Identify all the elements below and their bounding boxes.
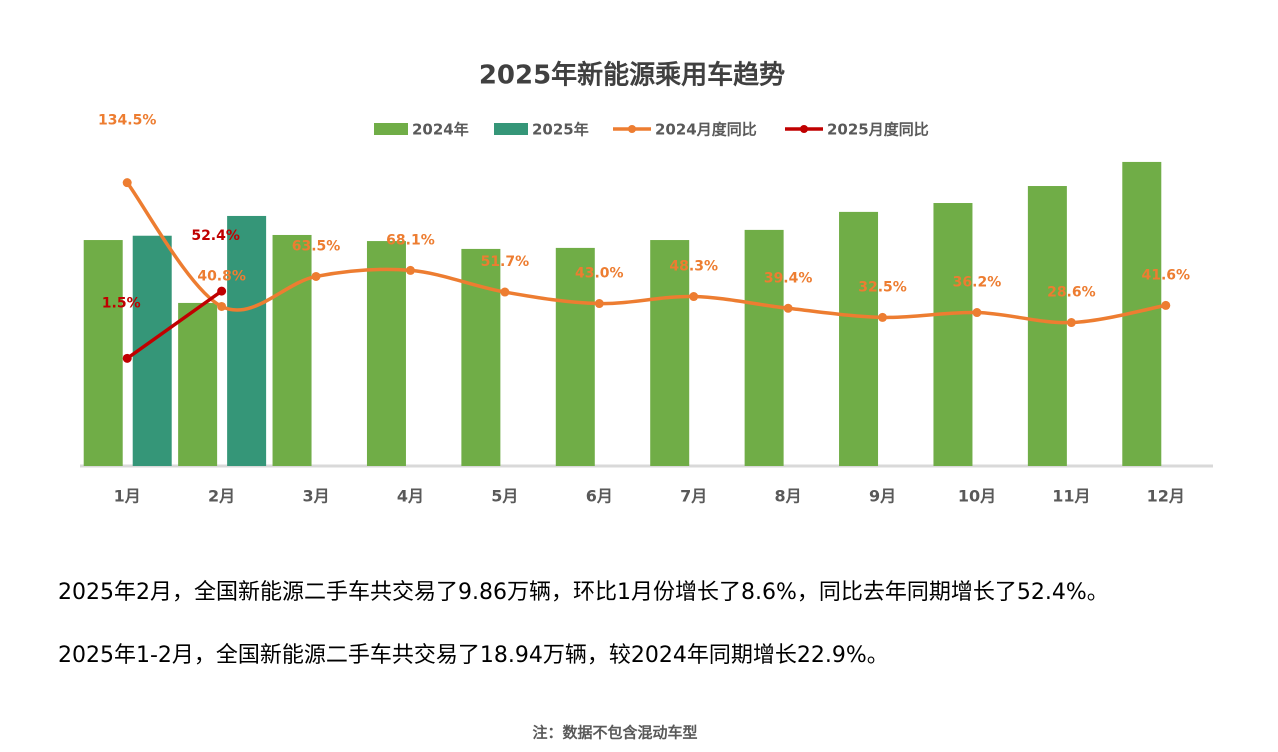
legend-swatch bbox=[800, 125, 808, 133]
x-tick-label: 6月 bbox=[586, 487, 613, 506]
bar bbox=[227, 215, 267, 466]
point bbox=[217, 286, 227, 296]
point bbox=[311, 271, 321, 281]
point bbox=[122, 353, 132, 363]
x-tick-label: 10月 bbox=[958, 487, 996, 506]
note: 注：数据不包含混动车型 bbox=[532, 724, 697, 742]
point bbox=[122, 178, 132, 188]
point bbox=[500, 287, 510, 297]
bar bbox=[83, 240, 123, 466]
point bbox=[1066, 318, 1076, 328]
point bbox=[783, 303, 793, 313]
x-tick-label: 11月 bbox=[1052, 487, 1090, 506]
bar bbox=[839, 211, 879, 466]
chart-title: 2025年新能源乘用车趋势 bbox=[479, 60, 785, 91]
data-label: 28.6% bbox=[1047, 285, 1096, 301]
bar bbox=[272, 234, 312, 466]
paragraph: 2025年2月，全国新能源二手车共交易了9.86万辆，环比1月份增长了8.6%，… bbox=[58, 580, 1109, 605]
x-tick-label: 5月 bbox=[491, 487, 518, 506]
x-tick-label: 1月 bbox=[114, 487, 141, 506]
x-tick-label: 2月 bbox=[208, 487, 235, 506]
data-label: 68.1% bbox=[386, 232, 435, 248]
data-label: 51.7% bbox=[481, 254, 530, 270]
bar bbox=[178, 302, 218, 466]
legend-label: 2025月度同比 bbox=[827, 121, 929, 139]
legend-swatch bbox=[628, 125, 636, 133]
legend-label: 2024年 bbox=[412, 121, 469, 139]
data-label: 63.5% bbox=[292, 238, 341, 254]
data-label: 39.4% bbox=[764, 270, 813, 286]
data-label: 43.0% bbox=[575, 266, 624, 282]
bar bbox=[744, 229, 784, 466]
x-tick-label: 9月 bbox=[869, 487, 896, 506]
data-label: 1.5% bbox=[102, 295, 141, 311]
bar bbox=[650, 240, 690, 466]
x-tick-label: 12月 bbox=[1147, 487, 1185, 506]
data-label: 52.4% bbox=[191, 228, 240, 244]
data-label: 32.5% bbox=[858, 279, 907, 295]
x-tick-label: 8月 bbox=[775, 487, 802, 506]
legend-label: 2025年 bbox=[532, 121, 589, 139]
point bbox=[878, 312, 888, 322]
point bbox=[594, 299, 604, 309]
data-label: 40.8% bbox=[197, 268, 246, 284]
data-label: 134.5% bbox=[98, 113, 156, 129]
bar bbox=[555, 247, 595, 466]
point bbox=[972, 308, 982, 318]
bar bbox=[933, 203, 973, 467]
point bbox=[1161, 300, 1171, 310]
line bbox=[126, 289, 223, 360]
data-label: 36.2% bbox=[953, 275, 1002, 291]
data-label: 41.6% bbox=[1142, 267, 1191, 283]
legend-swatch bbox=[374, 123, 408, 135]
bar bbox=[1027, 186, 1067, 466]
x-tick-label: 7月 bbox=[680, 487, 707, 506]
legend-label: 2024月度同比 bbox=[655, 121, 757, 139]
x-tick-label: 4月 bbox=[397, 487, 424, 506]
point bbox=[217, 301, 227, 311]
x-tick-label: 3月 bbox=[302, 487, 329, 506]
data-label: 48.3% bbox=[669, 259, 718, 275]
point bbox=[405, 265, 415, 275]
bar bbox=[366, 241, 406, 466]
point bbox=[689, 292, 699, 302]
paragraph: 2025年1-2月，全国新能源二手车共交易了18.94万辆，较2024年同期增长… bbox=[58, 643, 889, 668]
legend-swatch bbox=[494, 123, 528, 135]
